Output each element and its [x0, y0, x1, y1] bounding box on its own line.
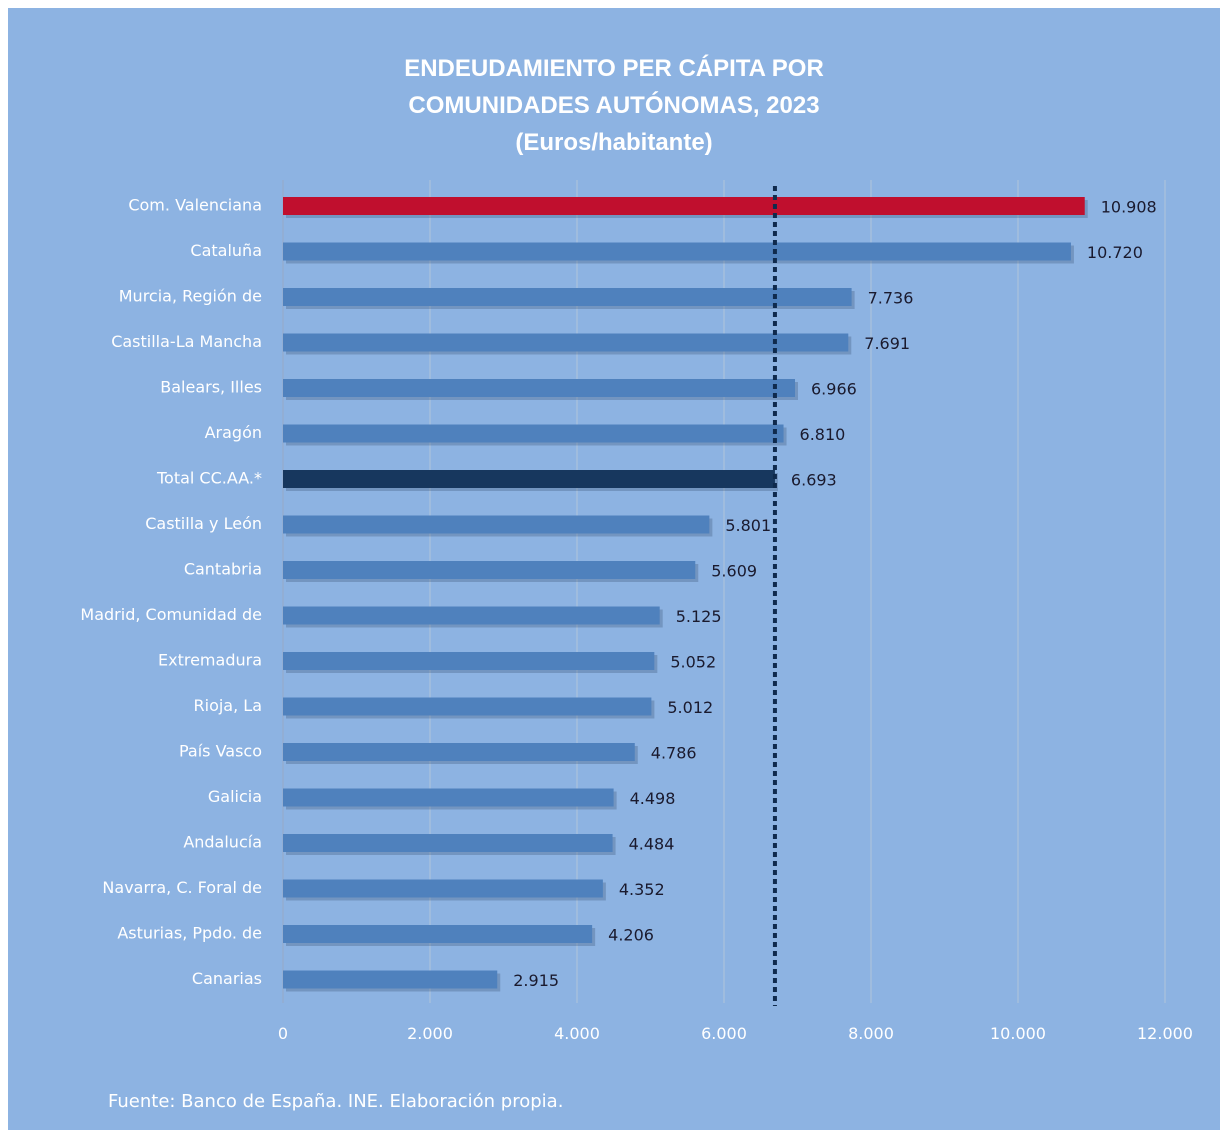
x-axis-tick-labels: 0 2.000 4.000 6.000 8.000 10.000 12.000: [278, 1024, 1193, 1043]
category-label: Navarra, C. Foral de: [102, 878, 262, 897]
data-label: 6.966: [811, 380, 857, 399]
category-label: Extremadura: [158, 651, 262, 670]
gridlines: [282, 180, 1166, 1003]
data-label: 6.693: [791, 471, 837, 490]
bar: [283, 424, 784, 443]
data-label: 10.720: [1087, 243, 1143, 262]
x-tick-label: 4.000: [554, 1024, 600, 1043]
bar: [283, 697, 652, 716]
bar: [283, 879, 603, 898]
category-label: Murcia, Región de: [119, 287, 262, 306]
bar: [283, 242, 1071, 261]
bar: [283, 788, 614, 807]
category-label: Cataluña: [190, 241, 262, 260]
category-label: Galicia: [208, 787, 262, 806]
data-label: 4.352: [619, 880, 665, 899]
chart-title-line: COMUNIDADES AUTÓNOMAS, 2023: [408, 91, 819, 119]
category-label: Aragón: [205, 423, 262, 442]
category-label: Asturias, Ppdo. de: [117, 924, 262, 943]
data-label: 5.052: [670, 653, 716, 672]
data-label: 5.012: [667, 698, 713, 717]
data-label: 5.125: [676, 607, 722, 626]
bar: [283, 197, 1085, 215]
data-label: 5.609: [711, 562, 757, 581]
x-tick-label: 12.000: [1137, 1024, 1193, 1043]
x-tick-label: 0: [278, 1024, 288, 1043]
data-label: 10.908: [1101, 198, 1157, 217]
data-label: 2.915: [513, 971, 559, 990]
chart-panel: ENDEUDAMIENTO PER CÁPITA POR COMUNIDADES …: [8, 8, 1220, 1130]
category-label: Cantabria: [184, 560, 262, 579]
category-label: Total CC.AA.*: [156, 469, 262, 488]
bar: [283, 743, 635, 761]
bar: [283, 606, 660, 625]
data-label: 7.691: [864, 334, 910, 353]
data-label: 7.736: [868, 289, 914, 308]
data-label: 4.484: [629, 835, 675, 854]
category-label: Com. Valenciana: [128, 196, 262, 215]
chart-title: ENDEUDAMIENTO PER CÁPITA POR COMUNIDADES …: [404, 54, 824, 156]
category-labels: 10.908 Com. Valenciana 10.720 Cataluña 7.736…: [80, 196, 1156, 991]
category-label: Balears, Illes: [160, 378, 262, 397]
data-label: 4.786: [651, 744, 697, 763]
chart-title-line: (Euros/habitante): [515, 129, 712, 156]
data-label: 5.801: [725, 516, 771, 535]
bar: [283, 515, 710, 534]
category-label: Madrid, Comunidad de: [80, 605, 262, 624]
category-label: Canarias: [192, 969, 262, 988]
bar: [283, 834, 613, 852]
data-label: 6.810: [800, 425, 846, 444]
bar: [283, 379, 796, 397]
bar: [283, 652, 655, 670]
bar: [283, 470, 775, 488]
source-note: Fuente: Banco de España. INE. Elaboració…: [108, 1091, 563, 1112]
x-tick-label: 6.000: [701, 1024, 747, 1043]
category-label: Castilla y León: [145, 514, 262, 533]
bar: [283, 333, 849, 352]
chart-title-line: ENDEUDAMIENTO PER CÁPITA POR: [404, 54, 824, 82]
category-label: País Vasco: [179, 742, 262, 761]
bar: [283, 561, 696, 579]
category-label: Rioja, La: [194, 696, 263, 715]
bar: [283, 925, 593, 943]
bar: [283, 970, 498, 989]
data-label: 4.498: [630, 789, 676, 808]
bar-chart: ENDEUDAMIENTO PER CÁPITA POR COMUNIDADES …: [80, 54, 1193, 1112]
x-tick-label: 2.000: [407, 1024, 453, 1043]
x-tick-label: 8.000: [848, 1024, 894, 1043]
bars: [283, 197, 1088, 992]
category-label: Castilla-La Mancha: [111, 332, 262, 351]
category-label: Andalucía: [183, 833, 262, 852]
data-label: 4.206: [608, 926, 654, 945]
bar: [283, 288, 852, 306]
x-tick-label: 10.000: [990, 1024, 1046, 1043]
